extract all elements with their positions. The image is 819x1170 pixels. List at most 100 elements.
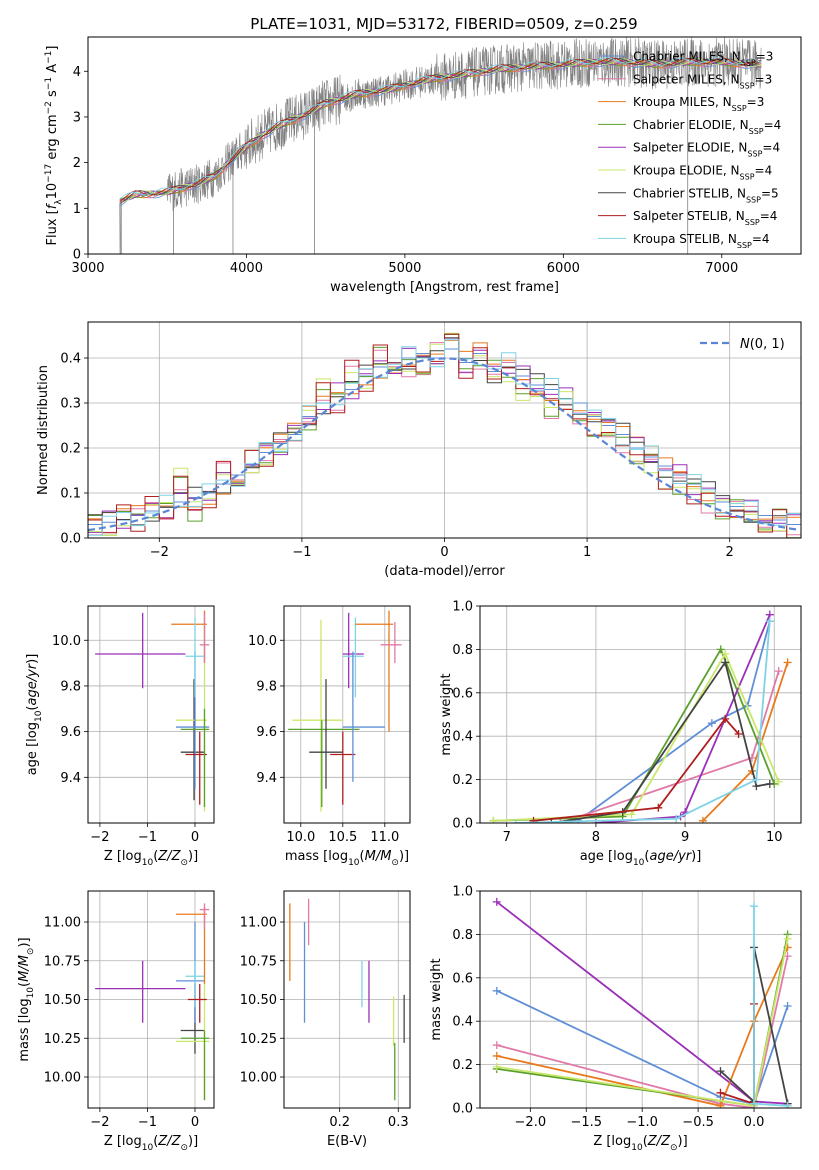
legend-text: =4 (760, 209, 778, 223)
x-tick-label: −2 (90, 830, 109, 845)
legend-sub: SSP (746, 195, 761, 204)
x-tick-label: −1 (138, 830, 157, 845)
y-tick-label: 10.0 (248, 634, 277, 649)
y-tick-label: 2 (73, 156, 81, 171)
data-point-marker (721, 714, 730, 723)
series-line-chabrier-miles (577, 620, 771, 822)
data-point-marker (750, 1099, 759, 1108)
plot-area (95, 903, 210, 1101)
y-tick-label: 9.8 (256, 679, 277, 694)
series-line-salpeter-stelib (533, 717, 740, 822)
label-span: )] (17, 937, 32, 947)
x-tick-label: −1.5 (570, 1115, 602, 1130)
x-tick-label: 0 (191, 830, 199, 845)
x-tick-label: 1 (583, 545, 591, 560)
legend-text: Salpeter STELIB, N (633, 209, 745, 223)
data-point-marker (627, 810, 636, 819)
label-span: age [log (25, 722, 40, 775)
legend-text: Salpeter ELODIE, N (633, 141, 747, 155)
label-span: f (45, 202, 60, 209)
axes-frame (479, 605, 802, 824)
label-span: ( (644, 849, 649, 864)
legend-entry: Chabrier STELIB, NSSP=5 (633, 186, 779, 204)
x-tick-label: 9 (681, 830, 689, 845)
label-span: Z/Z (157, 849, 181, 864)
label-span: −1 (44, 77, 54, 90)
axes-frame (87, 36, 802, 255)
y-tick-label: 9.4 (256, 771, 277, 786)
data-point-marker (750, 902, 759, 911)
axes-frame (283, 605, 411, 824)
x-tick-label: 0 (440, 545, 448, 560)
x-tick-label: 0.0 (744, 1115, 765, 1130)
label-span: )] (399, 849, 409, 864)
legend-text: =4 (755, 164, 773, 178)
label-span: Flux [ (45, 209, 60, 245)
plot-area (119, 37, 762, 254)
series-line-chabrier-miles (496, 989, 789, 1105)
legend-sub: SSP (747, 149, 762, 158)
x-tick-label: 6000 (547, 261, 580, 276)
data-point-marker (489, 816, 498, 823)
data-point-marker (716, 1067, 725, 1076)
y-tick-label: 11.00 (240, 916, 277, 931)
label-span: ⊙ (180, 1143, 188, 1153)
label-span: Z [log (593, 1134, 631, 1149)
y-tick-label: 0.4 (452, 730, 473, 745)
data-point-marker (492, 897, 501, 906)
y-tick-label: 0.0 (452, 817, 473, 832)
label-span: 10 (26, 987, 36, 999)
data-point-marker (734, 730, 743, 739)
legend-entry: Kroupa MILES, NSSP=3 (633, 95, 764, 113)
series-line-salpeter-miles (496, 955, 789, 1108)
label-span: mass [log (285, 849, 348, 864)
legend-sub: SSP (749, 126, 764, 135)
legend-text: Chabrier ELODIE, N (633, 118, 749, 132)
y-tick-label: 1.0 (452, 885, 473, 900)
data-point-marker (716, 1101, 725, 1108)
label-span: 10 (633, 858, 645, 868)
x-axis-label: wavelength [Angstrom, rest frame] (330, 280, 559, 295)
label-span: Z/Z (157, 1134, 181, 1149)
y-tick-label: 9.8 (60, 679, 81, 694)
y-tick-label: 0.6 (452, 686, 473, 701)
model-spectrum-salpeter-stelib (119, 57, 762, 203)
label-span: Z [log (104, 849, 142, 864)
figure-title: PLATE=1031, MJD=53172, FIBERID=0509, z=0… (250, 15, 637, 33)
y-tick-label: 10.75 (240, 954, 277, 969)
legend-entry: Salpeter ELODIE, NSSP=4 (633, 141, 780, 159)
y-tick-label: 0.1 (60, 487, 81, 502)
label-span: ( (17, 982, 32, 987)
y-tick-label: 0.2 (452, 773, 473, 788)
observed-spectrum-line (119, 37, 762, 254)
legend-sub: SSP (741, 58, 756, 67)
y-tick-label: 9.6 (256, 725, 277, 740)
data-point-marker (492, 1051, 501, 1060)
x-tick-label: 0.3 (388, 1115, 409, 1130)
x-axis-label: Z [log10(Z/Z⊙)] (104, 1134, 198, 1153)
axes-frame (479, 890, 802, 1109)
label-span: )] (188, 1134, 198, 1149)
y-tick-label: 0.3 (60, 397, 81, 412)
legend-text: Chabrier STELIB, N (633, 186, 746, 200)
x-axis-label: Z [log10(Z/Z⊙)] (593, 1134, 687, 1153)
data-point-marker (783, 934, 792, 943)
label-span: ⊙ (26, 948, 36, 956)
data-point-marker (707, 719, 716, 728)
legend-sub: SSP (732, 104, 747, 113)
legend-entry: Kroupa ELODIE, NSSP=4 (633, 164, 772, 182)
x-tick-label: −1 (138, 1115, 157, 1130)
x-axis-label: Z [log10(Z/Z⊙)] (104, 849, 198, 868)
data-point-marker (654, 803, 663, 812)
y-axis-label: mass [log10(M/M⊙)] (17, 937, 36, 1061)
y-tick-label: 3 (73, 110, 81, 125)
data-point-marker (698, 816, 707, 823)
y-tick-label: 9.6 (60, 725, 81, 740)
x-axis-label: E(B-V) (327, 1134, 367, 1149)
legend: N(0, 1) (700, 337, 785, 352)
series-line-salpeter-elodie (595, 614, 771, 823)
model-spectrum-kroupa-stelib (119, 57, 762, 200)
spectrum-panel: 3000 4000 5000 6000 7000 0 1 2 3 4 wavelength [Ang… (44, 36, 802, 295)
gaussian-curve (88, 357, 799, 532)
